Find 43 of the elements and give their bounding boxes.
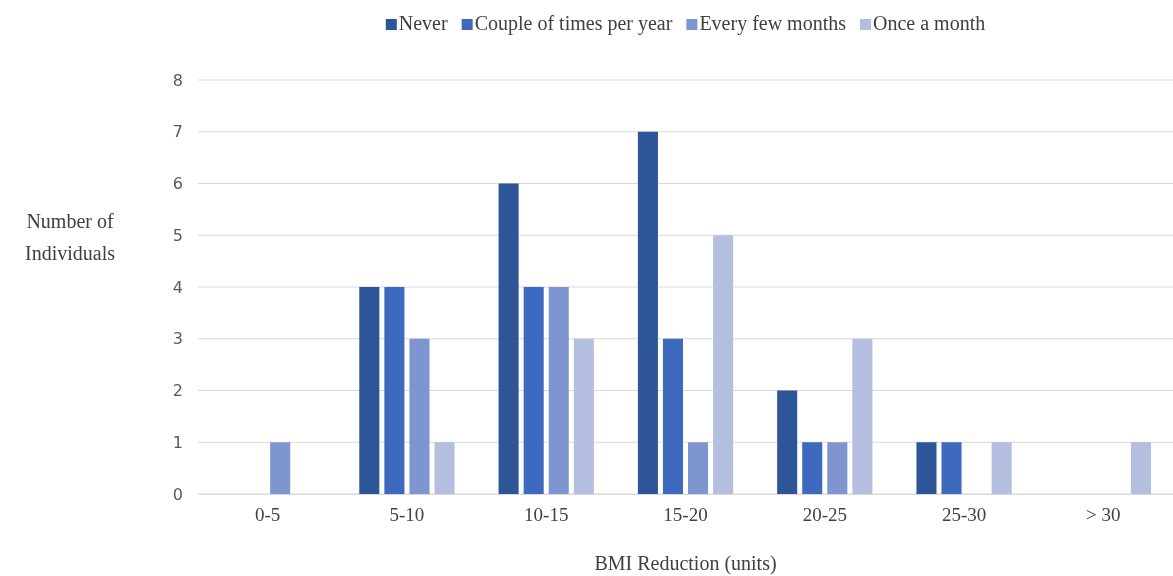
bar — [916, 442, 937, 494]
bar — [852, 338, 873, 494]
y-tick-label: 2 — [172, 381, 183, 401]
legend-label: Every few months — [699, 12, 847, 35]
bar — [688, 442, 709, 494]
bar — [434, 442, 455, 494]
bar — [713, 235, 734, 494]
x-axis-title: BMI Reduction (units) — [594, 552, 777, 575]
x-tick-label: 25-30 — [941, 504, 987, 526]
x-tick-label: > 30 — [1086, 504, 1121, 526]
bar — [523, 287, 544, 494]
y-tick-label: 1 — [172, 432, 183, 452]
bar — [777, 390, 798, 494]
y-tick-label: 0 — [172, 484, 183, 504]
x-tick-label: 10-15 — [524, 504, 569, 526]
legend-label: Couple of times per year — [474, 12, 673, 35]
bar — [802, 442, 823, 494]
bar — [662, 338, 683, 494]
y-tick-label: 6 — [172, 174, 183, 194]
bar — [359, 287, 380, 494]
bar — [827, 442, 848, 494]
bar — [637, 131, 658, 494]
x-tick-label: 0-5 — [254, 504, 281, 526]
bar — [384, 287, 405, 494]
bar — [991, 442, 1012, 494]
bar — [573, 338, 594, 494]
y-tick-label: 7 — [172, 122, 183, 142]
bar — [1130, 442, 1151, 494]
bar — [409, 338, 430, 494]
bar — [498, 183, 519, 494]
y-tick-label: 4 — [172, 277, 183, 297]
x-tick-label: 5-10 — [389, 504, 425, 526]
y-tick-label: 3 — [172, 329, 183, 349]
x-tick-label: 20-25 — [802, 504, 847, 526]
bar — [270, 442, 291, 494]
bar — [941, 442, 962, 494]
y-tick-label: 8 — [172, 70, 183, 90]
bar — [548, 287, 569, 494]
y-axis-title: Number of Individuals — [25, 210, 116, 264]
y-tick-label: 5 — [172, 225, 183, 245]
legend-label: Once a month — [873, 12, 986, 34]
legend-label: Never — [398, 12, 448, 34]
x-tick-label: 15-20 — [663, 504, 708, 526]
